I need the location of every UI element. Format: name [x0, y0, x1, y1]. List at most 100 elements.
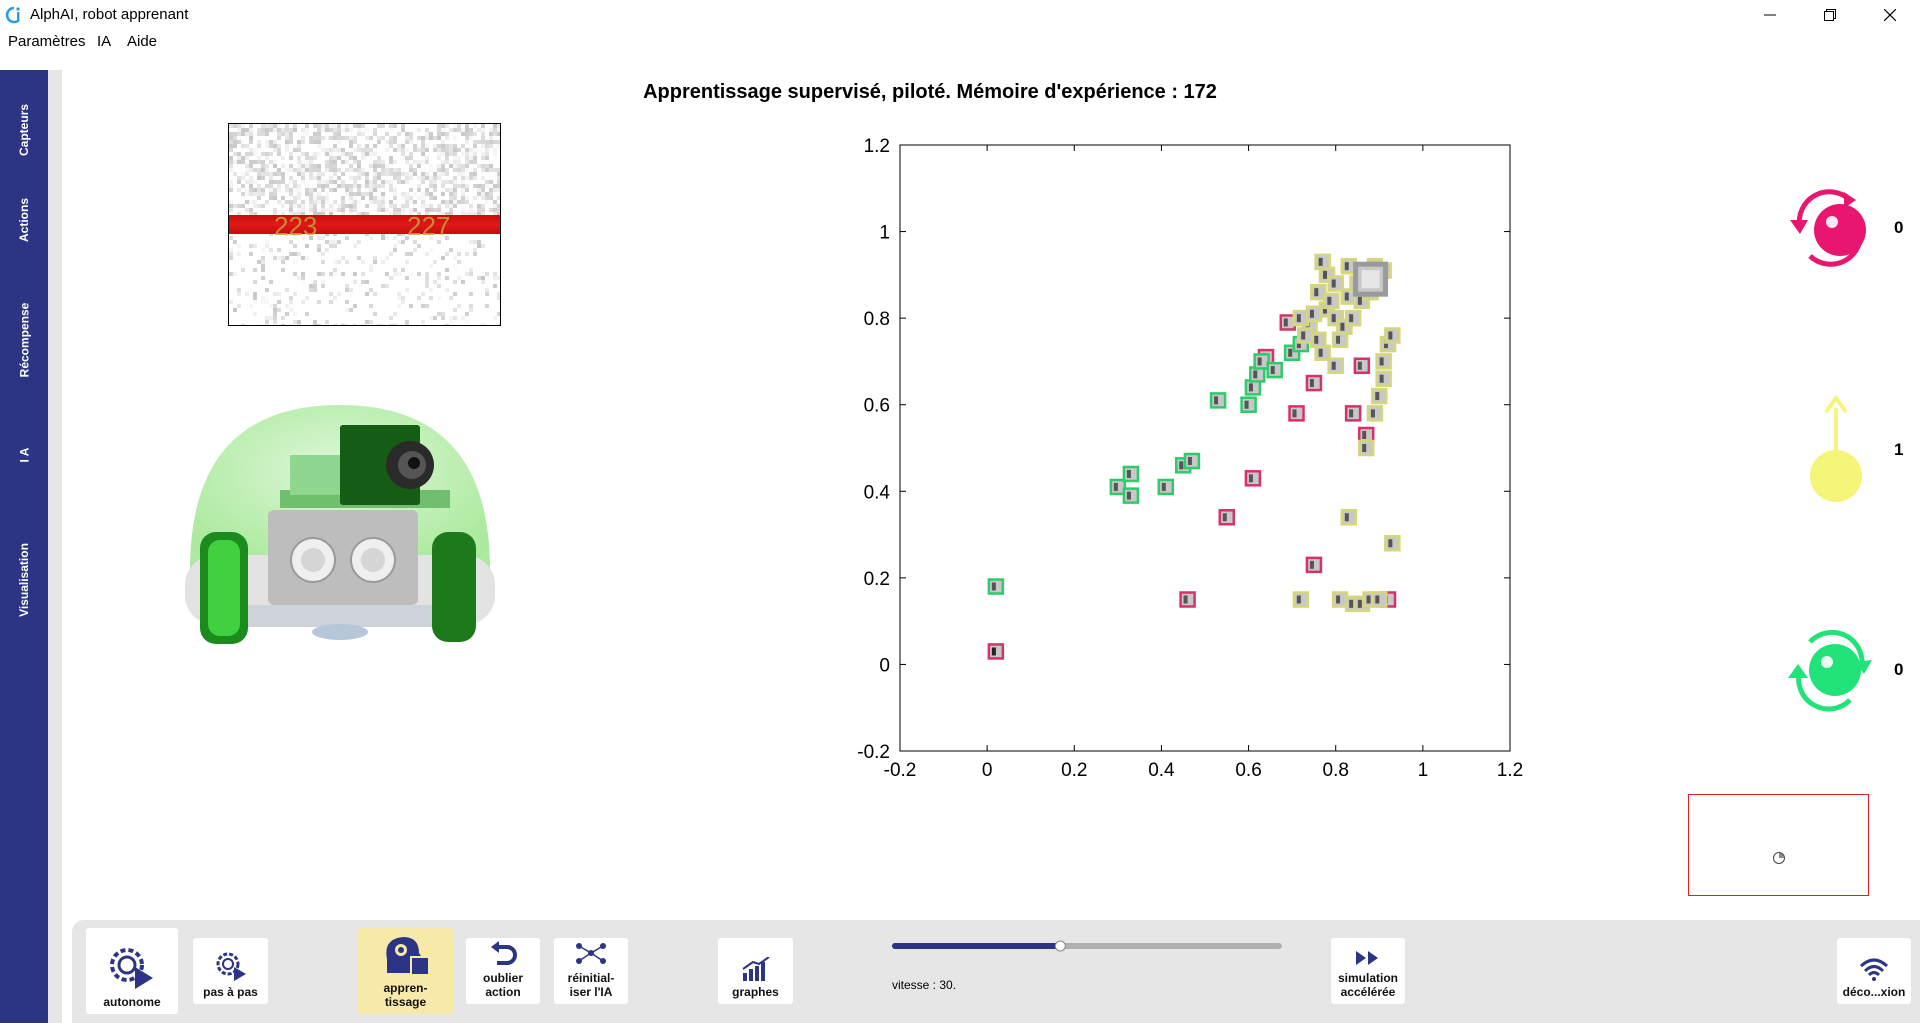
tab-actions[interactable]: Actions	[0, 170, 48, 270]
camera-pixel	[249, 184, 253, 188]
camera-pixel	[381, 168, 385, 172]
camera-pixel	[437, 176, 441, 180]
camera-pixel	[429, 264, 433, 268]
restore-button[interactable]	[1800, 0, 1860, 30]
camera-pixel	[237, 124, 241, 128]
camera-pixel	[285, 288, 289, 292]
camera-pixel	[229, 188, 233, 192]
autonome-button[interactable]: autonome	[86, 928, 178, 1014]
camera-pixel	[377, 204, 381, 208]
minimize-button[interactable]	[1740, 0, 1800, 30]
camera-pixel	[373, 292, 377, 296]
speed-slider[interactable]	[892, 940, 1282, 952]
camera-pixel	[257, 172, 261, 176]
chart-frame	[899, 144, 1511, 752]
camera-pixel	[421, 320, 425, 324]
camera-pixel	[309, 208, 313, 212]
camera-pixel	[289, 324, 293, 325]
camera-pixel	[329, 204, 333, 208]
camera-pixel	[337, 140, 341, 144]
oublier-action-button[interactable]: oublier action	[466, 938, 540, 1004]
camera-pixel	[289, 240, 293, 244]
camera-pixel	[321, 204, 325, 208]
camera-pixel	[453, 152, 457, 156]
camera-pixel	[445, 136, 449, 140]
control-area[interactable]	[1688, 794, 1869, 896]
camera-pixel	[489, 132, 493, 136]
simulation-acceleree-button[interactable]: simulation accélérée	[1331, 938, 1405, 1004]
window-title: AlphAI, robot apprenant	[30, 6, 189, 23]
camera-pixel	[381, 324, 385, 325]
camera-pixel	[329, 156, 333, 160]
camera-pixel	[325, 180, 329, 184]
camera-pixel	[281, 172, 285, 176]
camera-pixel	[449, 180, 453, 184]
camera-pixel	[305, 168, 309, 172]
reinitialiser-ia-button[interactable]: réinitial- iser l'IA	[554, 938, 628, 1004]
tab-ia[interactable]: I A	[0, 410, 48, 500]
camera-pixel	[397, 176, 401, 180]
forward-icon[interactable]	[1806, 396, 1866, 506]
turn-right-icon[interactable]	[1780, 620, 1880, 720]
camera-pixel	[285, 256, 289, 260]
camera-pixel	[485, 192, 489, 196]
camera-pixel	[473, 132, 477, 136]
camera-pixel	[477, 276, 481, 280]
menu-parametres[interactable]: Paramètres	[8, 33, 86, 50]
sidebar-scrollbar[interactable]	[48, 70, 62, 1023]
apprentissage-icon	[385, 937, 430, 976]
camera-pixel	[425, 144, 429, 148]
camera-pixel	[481, 184, 485, 188]
graphes-button[interactable]: graphes	[718, 938, 793, 1004]
camera-pixel	[369, 196, 373, 200]
camera-pixel	[313, 320, 317, 324]
camera-pixel	[325, 320, 329, 324]
camera-pixel	[281, 204, 285, 208]
camera-pixel	[241, 156, 245, 160]
data-point-core	[1323, 305, 1327, 314]
tab-actions-label: Actions	[16, 197, 31, 243]
camera-pixel	[493, 184, 497, 188]
tab-visualisation[interactable]: Visualisation	[0, 500, 48, 660]
turn-left-icon[interactable]	[1780, 178, 1880, 278]
tab-recompense[interactable]: Récompense	[0, 270, 48, 410]
camera-pixel	[433, 280, 437, 284]
camera-pixel	[341, 180, 345, 184]
camera-pixel	[297, 212, 301, 216]
camera-pixel	[373, 152, 377, 156]
camera-pixel	[293, 180, 297, 184]
camera-pixel	[425, 148, 429, 152]
camera-pixel	[497, 144, 500, 148]
camera-pixel	[421, 148, 425, 152]
camera-pixel	[277, 248, 281, 252]
camera-pixel	[329, 240, 333, 244]
camera-pixel	[353, 168, 357, 172]
camera-pixel	[257, 140, 261, 144]
camera-pixel	[409, 200, 413, 204]
camera-pixel	[357, 256, 361, 260]
deconnexion-button[interactable]: déco...xion	[1837, 938, 1911, 1004]
camera-pixel	[389, 252, 393, 256]
data-point	[1296, 327, 1314, 344]
camera-pixel	[489, 164, 493, 168]
camera-pixel	[445, 144, 449, 148]
camera-pixel	[377, 188, 381, 192]
tab-capteurs[interactable]: Capteurs	[0, 90, 48, 170]
camera-pixel	[409, 176, 413, 180]
menu-aide[interactable]: Aide	[127, 33, 158, 50]
camera-pixel	[385, 284, 389, 288]
camera-pixel	[237, 252, 241, 256]
pas-a-pas-button[interactable]: pas à pas	[193, 938, 268, 1004]
camera-pixel	[365, 280, 369, 284]
slider-thumb[interactable]	[1054, 940, 1066, 952]
menu-ia[interactable]: IA	[97, 33, 112, 50]
data-point-core	[991, 647, 996, 656]
camera-pixel	[373, 164, 377, 168]
apprentissage-button[interactable]: appren- tissage	[358, 928, 453, 1014]
close-button[interactable]	[1860, 0, 1920, 30]
x-tick-label: 0	[982, 760, 993, 780]
camera-pixel	[357, 164, 361, 168]
camera-pixel	[469, 156, 473, 160]
camera-pixel	[317, 248, 321, 252]
camera-pixel	[365, 212, 369, 216]
